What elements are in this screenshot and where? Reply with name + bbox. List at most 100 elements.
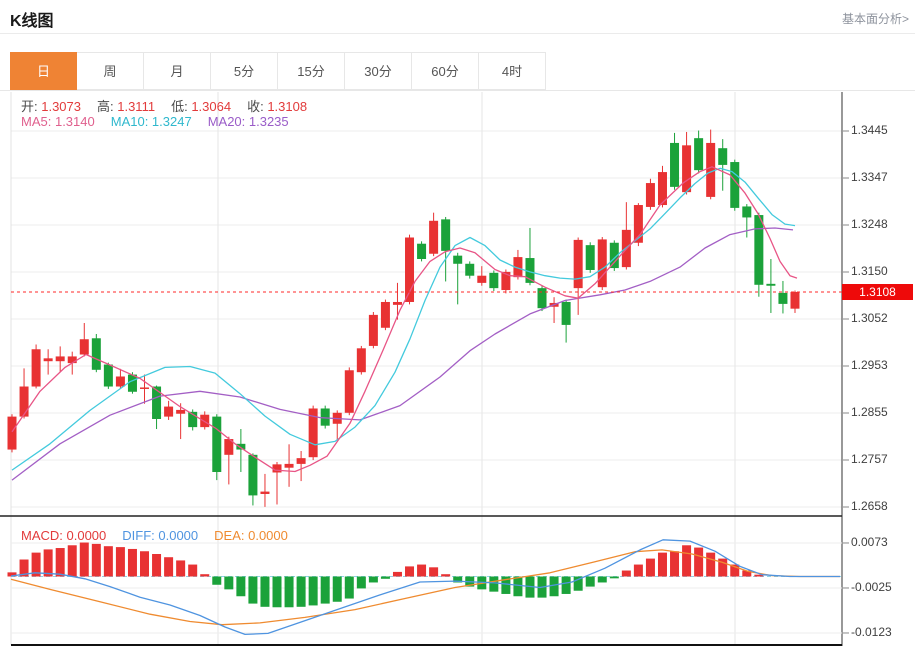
info-field: DIFF: 0.0000 [122, 528, 199, 543]
candle-down [453, 255, 463, 264]
candle-up [19, 386, 29, 417]
candle-down [585, 245, 595, 270]
ma-row: MA5: 1.3140 MA10: 1.3247 MA20: 1.3235 [21, 114, 305, 129]
info-field: MA20: 1.3235 [207, 114, 289, 129]
candle-down [236, 443, 246, 450]
candle-down [417, 243, 427, 259]
tab-30分[interactable]: 30分 [345, 52, 412, 90]
candle-up [176, 409, 186, 414]
macd-bar [609, 576, 619, 579]
candle-up [31, 349, 41, 387]
macd-bar [31, 552, 41, 577]
info-field: MACD: 0.0000 [21, 528, 107, 543]
macd-bar [115, 547, 125, 577]
candle-up [356, 348, 366, 373]
candle-up [790, 291, 800, 309]
macd-bar [706, 552, 716, 577]
info-field: 低: 1.3064 [171, 99, 232, 114]
macd-bar [308, 576, 318, 606]
macd-bar [236, 576, 246, 597]
macd-bar [188, 564, 198, 577]
macd-bar [67, 545, 77, 577]
tabbar-underline [0, 90, 915, 91]
macd-bar [730, 564, 740, 577]
macd-bar [356, 576, 366, 589]
tab-4时[interactable]: 4时 [479, 52, 546, 90]
axis-tick-label: 1.3445 [851, 123, 888, 137]
title-divider [0, 33, 915, 34]
axis-tick-label: 1.3150 [851, 264, 888, 278]
axis-tick-label: 1.3248 [851, 217, 888, 231]
candle-down [742, 206, 752, 218]
candle-up [477, 275, 487, 283]
macd-bar [549, 576, 559, 597]
candle-down [127, 374, 137, 392]
candle-up [513, 257, 523, 278]
tab-15分[interactable]: 15分 [278, 52, 345, 90]
macd-bar [645, 558, 655, 577]
macd-bar [200, 574, 210, 577]
candle-up [79, 339, 89, 355]
candle-up [682, 145, 692, 193]
macd-bar [43, 549, 53, 577]
macd-bar [380, 576, 390, 579]
candle-up [706, 142, 716, 197]
candle-up [55, 356, 65, 362]
tab-5分[interactable]: 5分 [211, 52, 278, 90]
current-price-badge: 1.3108 [842, 283, 913, 300]
ma10-line [11, 167, 796, 471]
page-title: K线图 [10, 13, 54, 30]
macd-bar [694, 547, 704, 577]
candle-up [405, 237, 415, 302]
macd-bar [284, 576, 294, 608]
tab-60分[interactable]: 60分 [412, 52, 479, 90]
macd-bar [248, 576, 258, 604]
info-field: 收: 1.3108 [247, 99, 308, 114]
candle-down [609, 242, 619, 269]
tab-月[interactable]: 月 [144, 52, 211, 90]
candle-down [670, 142, 680, 187]
macd-bar [657, 552, 667, 577]
macd-bar [585, 576, 595, 587]
candle-up [368, 314, 378, 346]
axis-tick-label: 1.2855 [851, 405, 888, 419]
macd-bar [176, 560, 186, 577]
macd-bar [296, 576, 306, 607]
candle-up [284, 463, 294, 468]
info-field: MA5: 1.3140 [21, 114, 95, 129]
macd-bar [344, 576, 354, 599]
candle-up [429, 220, 439, 254]
macd-bar [140, 551, 150, 577]
candle-up [140, 387, 150, 389]
candle-down [525, 258, 535, 283]
axis-tick-label: 1.2658 [851, 499, 888, 513]
candle-up [380, 301, 390, 328]
macd-bar [103, 546, 113, 577]
fundamental-analysis-link[interactable]: 基本面分析> [841, 12, 909, 26]
macd-bar [513, 576, 523, 597]
macd-bar [670, 551, 680, 577]
tab-日[interactable]: 日 [10, 52, 77, 90]
macd-bar [272, 576, 282, 608]
macd-bar [561, 576, 571, 594]
macd-bar [260, 576, 270, 607]
macd-bar [152, 553, 162, 577]
candle-down [766, 283, 776, 286]
axis-tick-label: 1.3347 [851, 170, 888, 184]
macd-bar [91, 543, 101, 577]
macd-bar [212, 576, 222, 585]
macd-bar [320, 576, 330, 604]
dea-line [10, 549, 840, 626]
info-field: 高: 1.3111 [97, 99, 156, 114]
candle-up [392, 301, 402, 305]
candle-up [260, 491, 270, 494]
candle-down [489, 272, 499, 289]
tab-周[interactable]: 周 [77, 52, 144, 90]
macd-bar [332, 576, 342, 602]
candle-down [730, 162, 740, 208]
candle-down [778, 292, 788, 304]
ma5-line [11, 166, 798, 473]
macd-bar [754, 574, 764, 577]
macd-bar [597, 576, 607, 583]
